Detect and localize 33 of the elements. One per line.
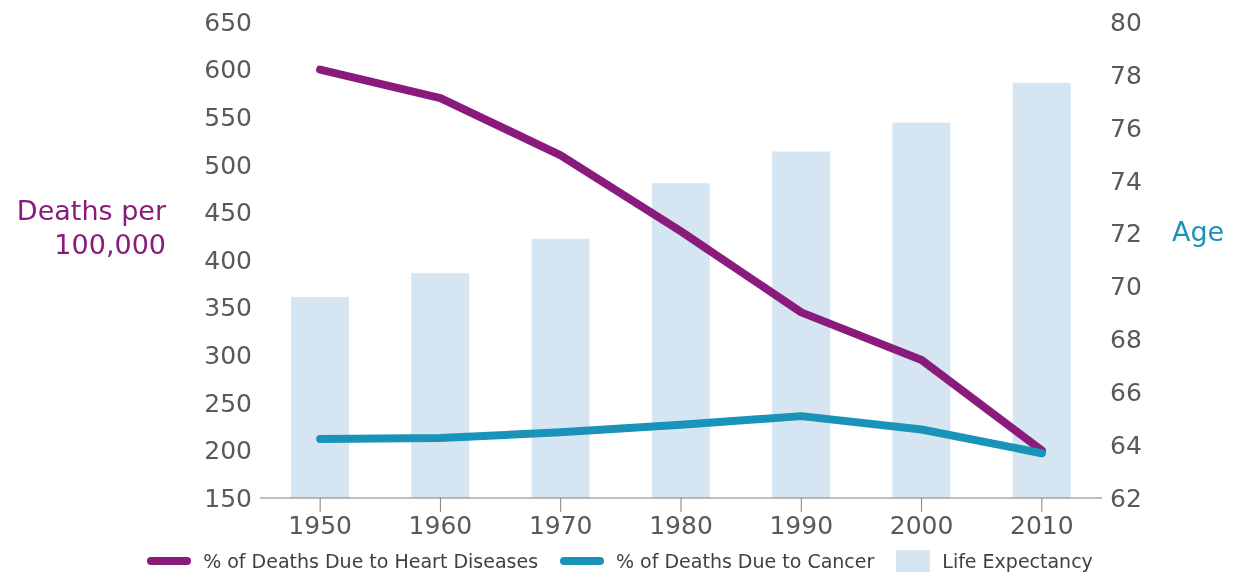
y2-axis-title: Age bbox=[1172, 216, 1226, 247]
y2-tick-label: 76 bbox=[1110, 113, 1142, 143]
y-axis-title: Deaths per 100,000 bbox=[15, 194, 166, 262]
y-tick-label: 300 bbox=[204, 341, 252, 371]
y-tick-label: 600 bbox=[204, 55, 252, 85]
y2-tick-label: 74 bbox=[1110, 166, 1142, 196]
y2-tick-label: 78 bbox=[1110, 60, 1142, 90]
y2-tick-label: 80 bbox=[1110, 7, 1142, 37]
y-tick-label: 450 bbox=[204, 198, 252, 228]
x-tick-label: 1990 bbox=[769, 510, 834, 540]
y2-tick-label: 70 bbox=[1110, 272, 1142, 302]
x-tick-label: 1960 bbox=[408, 510, 473, 540]
y-tick-label: 500 bbox=[204, 150, 252, 180]
y2-tick-label: 72 bbox=[1110, 219, 1142, 249]
y2-tick-label: 64 bbox=[1110, 430, 1142, 460]
legend-label: Life Expectancy bbox=[942, 550, 1093, 572]
y2-tick-label: 66 bbox=[1110, 378, 1142, 408]
legend-label: % of Deaths Due to Heart Diseases bbox=[203, 550, 539, 572]
x-tick-label: 1970 bbox=[528, 510, 593, 540]
legend-label: % of Deaths Due to Cancer bbox=[616, 550, 875, 572]
y-tick-label: 150 bbox=[204, 483, 252, 513]
x-tick-label: 2000 bbox=[889, 510, 954, 540]
y-tick-label: 650 bbox=[204, 7, 252, 37]
x-tick-label: 2010 bbox=[1010, 510, 1074, 540]
x-tick-label: 1980 bbox=[649, 510, 713, 540]
y-tick-label: 350 bbox=[204, 293, 252, 323]
y-tick-label: 400 bbox=[204, 245, 252, 275]
y2-tick-label: 62 bbox=[1110, 483, 1142, 513]
y-tick-label: 550 bbox=[204, 103, 252, 133]
y-tick-label: 200 bbox=[204, 436, 252, 466]
x-tick-label: 1950 bbox=[288, 510, 352, 540]
y2-tick-label: 68 bbox=[1110, 325, 1142, 355]
y-tick-label: 250 bbox=[204, 388, 252, 418]
